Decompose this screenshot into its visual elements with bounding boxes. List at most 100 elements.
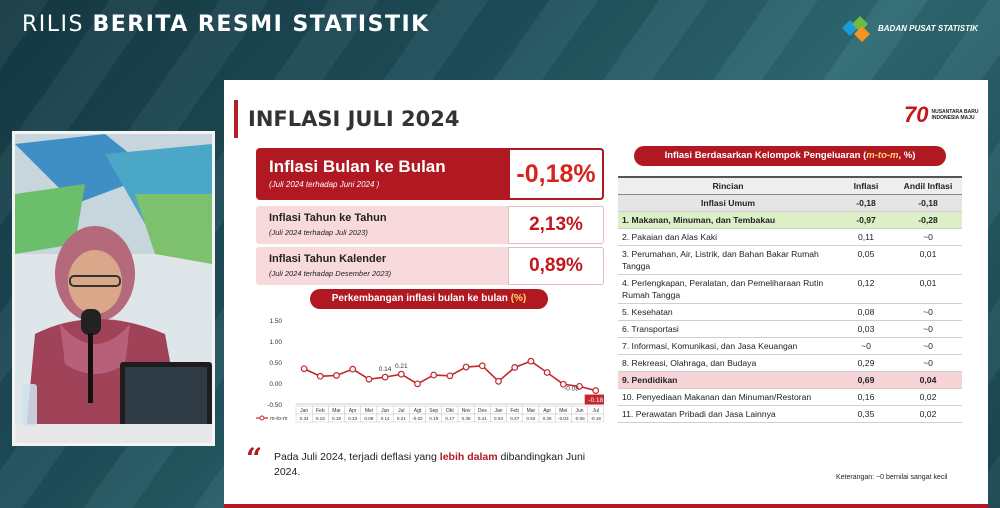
table-row: 7. Informasi, Komunikasi, dan Jasa Keuan… xyxy=(618,337,962,355)
table-row: 4. Perlengkapan, Peralatan, dan Pemeliha… xyxy=(618,274,962,304)
row-label: 8. Rekreasi, Olahraga, dan Budaya xyxy=(618,354,838,372)
data-point xyxy=(365,375,373,383)
mtom-value: -0,18% xyxy=(508,148,604,200)
table-value: -0.08 xyxy=(574,416,585,421)
table-value: 0.21 xyxy=(397,416,406,421)
legend-marker xyxy=(259,415,265,421)
ytd-value: 0,89% xyxy=(508,247,604,285)
table-row: 9. Pendidikan 0,69 0,04 xyxy=(618,371,962,389)
table-row: 10. Penyediaan Makanan dan Minuman/Resto… xyxy=(618,388,962,406)
presentation-slide: INFLASI JULI 2024 70 NUSANTARA BARU INDON… xyxy=(224,80,988,508)
data-point xyxy=(527,357,535,365)
inflation-line-chart: 1.501.000.500.00-0.500.14 0.21-0.08-0.18J… xyxy=(256,318,604,423)
table-row: 8. Rekreasi, Olahraga, dan Budaya 0,29 ~0 xyxy=(618,354,962,372)
row-inflasi: 0,11 xyxy=(838,228,894,246)
data-point xyxy=(333,372,340,379)
table-row: 2. Pakaian dan Alas Kaki 0,11 ~0 xyxy=(618,228,962,246)
x-tick-label: Apr xyxy=(543,408,551,414)
data-point xyxy=(446,372,454,380)
x-tick-label: Feb xyxy=(510,408,519,414)
bps-logo: BADAN PUSAT STATISTIK xyxy=(838,14,978,42)
table-value: 0.14 xyxy=(381,416,390,421)
table-value: 0.34 xyxy=(300,416,309,421)
x-tick-label: Jan xyxy=(494,408,502,414)
data-point xyxy=(592,387,600,394)
row-andil: 0,04 xyxy=(894,371,962,389)
row-label: 11. Perawatan Pribadi dan Jasa Lainnya xyxy=(618,405,838,423)
x-tick-label: Okt xyxy=(446,408,454,414)
row-label: 4. Perlengkapan, Peralatan, dan Pemeliha… xyxy=(618,274,838,304)
x-tick-label: Feb xyxy=(316,408,325,414)
x-tick-label: Des xyxy=(478,408,487,414)
row-andil: ~0 xyxy=(894,337,962,355)
row-inflasi: 0,35 xyxy=(838,405,894,423)
row-label: 7. Informasi, Komunikasi, dan Jasa Keuan… xyxy=(618,337,838,355)
row-label: 5. Kesehatan xyxy=(618,303,838,321)
data-point xyxy=(349,365,357,373)
yony-value: 2,13% xyxy=(508,206,604,244)
agency-name: BADAN PUSAT STATISTIK xyxy=(878,23,978,33)
x-tick-label: Jul xyxy=(398,408,404,414)
row-label: 10. Penyediaan Makanan dan Minuman/Resto… xyxy=(618,388,838,406)
table-row: 11. Perawatan Pribadi dan Jasa Lainnya 0,… xyxy=(618,405,962,423)
data-point xyxy=(511,364,519,371)
row-label: 9. Pendidikan xyxy=(618,371,838,389)
row-andil: 0,02 xyxy=(894,405,962,423)
data-point xyxy=(430,371,438,379)
row-inflasi: 0,12 xyxy=(838,274,894,304)
data-label: -0.18 xyxy=(588,397,603,404)
yony-card: Inflasi Tahun ke Tahun (Juli 2024 terhad… xyxy=(256,206,604,244)
row-label: 6. Transportasi xyxy=(618,320,838,338)
broadcast-headline: RILIS BERITA RESMI STATISTIK xyxy=(22,12,430,37)
table-value: -0.03 xyxy=(558,416,569,421)
value-cell xyxy=(587,413,604,423)
y-tick-label: 1.50 xyxy=(269,318,282,325)
row-inflasi: 0,69 xyxy=(838,371,894,389)
chart-title: Perkembangan inflasi bulan ke bulan (%) xyxy=(310,289,548,309)
data-point xyxy=(543,369,551,376)
slide-title: INFLASI JULI 2024 xyxy=(234,100,459,138)
x-tick-label: Nov xyxy=(462,408,471,414)
x-tick-label: Agt xyxy=(414,408,422,414)
row-inflasi: -0,97 xyxy=(838,211,894,229)
mtom-subtitle: (Juli 2024 terhadap Juni 2024 ) xyxy=(269,180,380,189)
row-andil: ~0 xyxy=(894,320,962,338)
mtom-card: Inflasi Bulan ke Bulan (Juli 2024 terhad… xyxy=(256,148,604,200)
row-inflasi: -0,18 xyxy=(838,194,894,212)
chart-title-main: Perkembangan inflasi bulan ke bulan xyxy=(331,293,508,304)
data-label: 0.14 xyxy=(379,366,392,373)
ytd-title: Inflasi Tahun Kalender xyxy=(269,253,387,265)
row-label: Inflasi Umum xyxy=(618,194,838,212)
table-row: Inflasi Umum -0,18 -0,18 xyxy=(618,194,962,212)
row-andil: -0,28 xyxy=(894,211,962,229)
row-inflasi: 0,08 xyxy=(838,303,894,321)
table-value: 0.33 xyxy=(348,416,357,421)
ytd-card: Inflasi Tahun Kalender (Juli 2024 terhad… xyxy=(256,247,604,285)
row-andil: -0,18 xyxy=(894,194,962,212)
table-value: -0.02 xyxy=(412,416,423,421)
x-tick-label: Mei xyxy=(559,408,567,414)
row-andil: 0,01 xyxy=(894,245,962,275)
data-point xyxy=(478,362,486,370)
table-row: 5. Kesehatan 0,08 ~0 xyxy=(618,303,962,321)
data-point xyxy=(300,365,308,373)
highlight-label-box xyxy=(584,394,604,405)
x-tick-label: Jan xyxy=(300,408,308,414)
data-point xyxy=(576,382,583,390)
table-value: 0.52 xyxy=(526,416,535,421)
presenter-image xyxy=(15,134,212,443)
row-label: 3. Perumahan, Air, Listrik, dan Bahan Ba… xyxy=(618,245,838,275)
column-header-andil: Andil Inflasi xyxy=(894,176,962,195)
x-tick-label: Mei xyxy=(365,408,373,414)
row-andil: 0,01 xyxy=(894,274,962,304)
table-value: 0.09 xyxy=(364,416,373,421)
data-point xyxy=(414,380,421,388)
presenter-video xyxy=(12,131,215,446)
table-value: 0.37 xyxy=(510,416,519,421)
logo-line1: NUSANTARA BARU xyxy=(931,109,979,115)
data-point xyxy=(381,373,389,381)
anniversary-logo: 70 NUSANTARA BARU INDONESIA MAJU xyxy=(904,102,978,128)
row-inflasi: ~0 xyxy=(838,337,894,355)
data-label: -0.08 xyxy=(564,385,579,392)
table-row: 3. Perumahan, Air, Listrik, dan Bahan Ba… xyxy=(618,245,962,275)
